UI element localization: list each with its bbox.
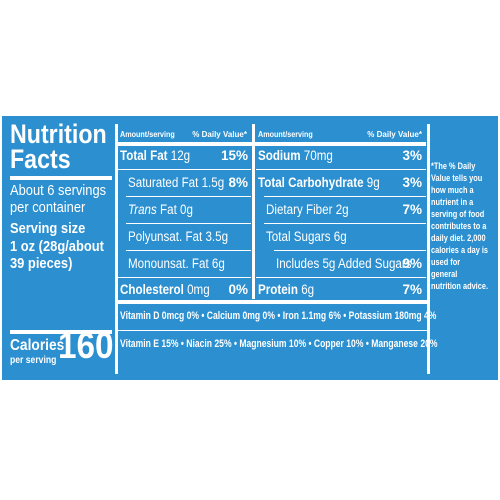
- vitamins-line-2: Vitamin E 15% • Niacin 25% • Magnesium 1…: [120, 338, 438, 350]
- header-divider: [118, 142, 426, 146]
- nutrient-row: Protein 6g: [258, 282, 315, 297]
- row-divider: [118, 277, 251, 278]
- daily-value: 3%: [402, 148, 422, 163]
- daily-value-footnote: *The % Daily Value tells you how much a …: [431, 161, 489, 291]
- calories-label: Calories: [10, 337, 65, 354]
- serving-size-value: 1 oz (28g/about 39 pieces): [10, 238, 104, 272]
- row-divider: [274, 250, 426, 251]
- daily-value-header: % Daily Value*: [192, 130, 247, 139]
- nutrient-row: Total Fat 12g: [120, 148, 191, 163]
- divider: [10, 330, 112, 334]
- daily-value: 3%: [402, 175, 422, 190]
- nutrient-row: Total Carbohydrate 9g: [258, 175, 380, 190]
- divider: [252, 124, 255, 299]
- servings-per-container: About 6 servings per container: [10, 182, 107, 216]
- nutrient-row: Dietary Fiber 2g: [266, 202, 349, 217]
- row-divider: [126, 223, 251, 224]
- daily-value: 7%: [402, 282, 422, 297]
- row-divider: [118, 330, 427, 331]
- vitamins-divider: [118, 300, 427, 304]
- divider: [115, 124, 118, 374]
- row-divider: [118, 169, 251, 170]
- row-divider: [126, 196, 251, 197]
- divider: [427, 124, 430, 374]
- nutrient-row: Cholesterol 0mg: [120, 282, 210, 297]
- row-divider: [264, 223, 426, 224]
- nutrient-row: Includes 5g Added Sugars: [276, 256, 412, 271]
- row-divider: [256, 169, 426, 170]
- nutrient-row: Sodium 70mg: [258, 148, 333, 163]
- row-divider: [256, 277, 426, 278]
- daily-value: 7%: [402, 202, 422, 217]
- divider: [10, 176, 112, 180]
- daily-value: 15%: [220, 148, 248, 163]
- row-divider: [264, 196, 426, 197]
- daily-value-header: % Daily Value*: [367, 130, 422, 139]
- nutrition-title: Nutrition Facts: [10, 119, 107, 174]
- amount-serving-header: Amount/serving: [258, 130, 313, 139]
- amount-serving-header: Amount/serving: [120, 130, 175, 139]
- daily-value: 0%: [228, 282, 248, 297]
- nutrient-row: Monounsat. Fat 6g: [128, 256, 225, 271]
- row-divider: [126, 250, 251, 251]
- calories-value: 160: [58, 325, 114, 366]
- daily-value: 8%: [228, 175, 248, 190]
- nutrient-row: Polyunsat. Fat 3.5g: [128, 229, 229, 244]
- serving-size-label: Serving size: [10, 220, 86, 237]
- nutrition-facts-panel: Nutrition Facts About 6 servings per con…: [2, 116, 498, 380]
- per-serving-label: per serving: [10, 355, 57, 366]
- vitamins-line-1: Vitamin D 0mcg 0% • Calcium 0mg 0% • Iro…: [120, 310, 437, 322]
- nutrient-row: Total Sugars 6g: [266, 229, 347, 244]
- daily-value: 9%: [402, 256, 422, 271]
- nutrient-row: Trans Fat 0g: [128, 202, 193, 217]
- nutrient-row: Saturated Fat 1.5g: [128, 175, 225, 190]
